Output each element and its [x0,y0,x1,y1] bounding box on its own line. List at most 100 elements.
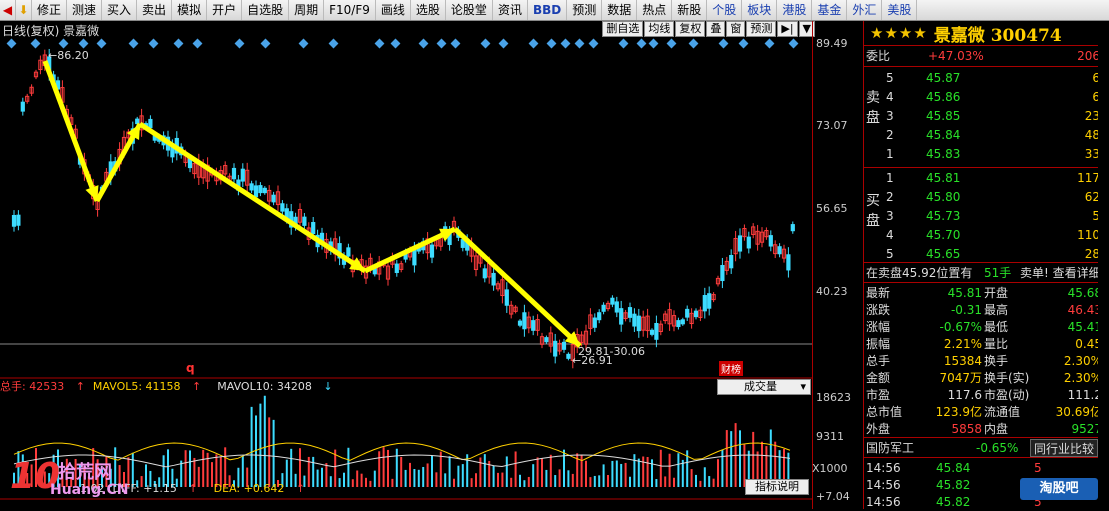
toolbar-hot[interactable]: 热点 [637,0,673,20]
forecast-button[interactable]: 预测 [746,21,777,37]
quote-row[interactable]: 涨跌 -0.31 最高 46.43 [864,301,1109,319]
toolbar-forum[interactable]: 论股堂 [446,0,493,20]
candle-body [425,238,430,254]
toolbar-ipo[interactable]: 新股 [672,0,708,20]
candle-body [16,214,21,226]
dropdown-icon[interactable]: ▼ [798,21,815,37]
weibi-value: +47.03% [928,49,984,63]
quote-row[interactable]: 市盈 117.6 市盈(动) 111.2 [864,386,1109,404]
indicator-select[interactable]: 成交量 ▾ [717,379,811,395]
quote-label: 外盘 [866,422,891,436]
candle-body [148,118,153,129]
buy-order-row[interactable]: 5 45.65 28 [864,245,1109,263]
tick-row[interactable]: 14:56 45.82 5 [864,493,1109,511]
price-axis: 89.49 73.07 56.65 40.23 18623 9311 +7.04 [812,21,862,509]
trade-status-detail[interactable]: 卖单! 查看详细 [1020,266,1101,280]
tick-row[interactable]: 14:56 45.84 5 [864,459,1109,477]
toolbar-bbd[interactable]: BBD [528,0,568,20]
buy-order-row[interactable]: 2 45.80 62 [864,188,1109,206]
toolbar-open-account[interactable]: 开户 [207,0,243,20]
order-price: 45.65 [926,247,961,261]
finance-marker[interactable]: 财榜 [719,361,743,376]
go-end-button[interactable]: ▶| [777,21,798,37]
ma-button[interactable]: 均线 [644,21,675,37]
quote-row[interactable]: 最新 45.81 开盘 45.68 [864,284,1109,302]
price-tick: 56.65 [816,202,848,215]
tab-sector[interactable]: 板块 [742,0,778,20]
sell-order-row[interactable]: 3 45.85 23 [864,107,1109,125]
back-arrow-icon[interactable]: ◀ [0,0,16,20]
tab-fund[interactable]: 基金 [812,0,848,20]
quote-row[interactable]: 涨幅 -0.67% 最低 45.41 [864,318,1109,336]
tab-forex[interactable]: 外汇 [847,0,883,20]
sell-order-row[interactable]: 4 45.86 6 [864,88,1109,106]
toolbar-screener[interactable]: 选股 [411,0,446,20]
candle-body [786,254,791,271]
tab-us[interactable]: 美股 [882,0,918,20]
indicator-help-button[interactable]: 指标说明 [745,479,809,495]
candle-body [385,265,391,280]
sell-order-row[interactable]: 5 45.87 6 [864,69,1109,87]
q-marker: q [186,361,195,375]
candle-body [751,226,756,235]
toolbar-watchlist[interactable]: 自选股 [242,0,290,20]
candle-body [663,313,668,322]
stock-header: ★★★★ 景嘉微 300474 [864,21,1109,46]
tab-hk[interactable]: 港股 [777,0,813,20]
order-price: 45.80 [926,190,961,204]
toolbar-draw[interactable]: 画线 [376,0,411,20]
total-volume: 总手: 42533 ↑ [0,380,85,393]
candle-body [240,168,245,182]
order-level: 1 [886,147,894,161]
candle-body [557,342,562,352]
quote-row[interactable]: 总市值 123.9亿 流通值 30.69亿 [864,403,1109,421]
candle-body [707,293,712,309]
toolbar-simulate[interactable]: 模拟 [172,0,208,20]
adjust-button[interactable]: 复权 [675,21,706,37]
toolbar-buy[interactable]: 买入 [102,0,138,20]
candle-body [645,315,650,332]
toolbar-speedtest[interactable]: 测速 [67,0,103,20]
sell-order-row[interactable]: 1 45.83 33 [864,145,1109,163]
order-price: 45.87 [926,71,961,85]
remove-watchlist-button[interactable]: 删自选 [602,21,644,37]
down-arrow-icon[interactable]: ⬇ [16,0,32,20]
quote-value: 111.2 [1067,388,1102,402]
toolbar-news[interactable]: 资讯 [493,0,528,20]
candle-body [742,228,747,238]
buy-order-row[interactable]: 3 45.73 5 [864,207,1109,225]
quote-row[interactable]: 总手 15384 换手 2.30% [864,352,1109,370]
window-button[interactable]: 窗 [726,21,746,37]
price-tick: 40.23 [816,285,848,298]
toolbar-data[interactable]: 数据 [602,0,638,20]
industry-compare-button[interactable]: 同行业比较 [1030,439,1099,457]
buy-order-row[interactable]: 1 45.81 117 [864,169,1109,187]
quote-row[interactable]: 外盘 5858 内盘 9527 [864,420,1109,438]
trade-status-row[interactable]: 在卖盘45.92位置有 51手 卖单! 查看详细 [864,264,1109,282]
order-level: 1 [886,171,894,185]
kline-chart[interactable] [0,21,812,509]
candle-body [755,230,760,245]
toolbar-forecast[interactable]: 预测 [567,0,603,20]
buy-order-row[interactable]: 4 45.70 110 [864,226,1109,244]
candle-body [231,167,237,180]
mavol10: MAVOL10: 34208 ↓ [217,379,333,393]
candle-body [267,189,272,202]
chart-button-group: 删自选 均线 复权 叠 窗 预测 ▶| ▼ [601,21,815,37]
quote-row[interactable]: 振幅 2.21% 量比 0.45 [864,335,1109,353]
candle-body [667,309,672,325]
tab-stock[interactable]: 个股 [707,0,743,20]
sector-name[interactable]: 国防军工 [866,441,915,455]
toolbar-period[interactable]: 周期 [289,0,325,20]
toolbar-sell[interactable]: 卖出 [137,0,173,20]
toolbar-f10[interactable]: F10/F9 [324,0,376,20]
mavol5-line [13,442,791,462]
sell-order-row[interactable]: 2 45.84 48 [864,126,1109,144]
candle-body [693,310,699,318]
quote-row[interactable]: 金额 7047万 换手(实) 2.30% [864,369,1109,387]
candle-body [535,319,540,331]
overlay-button[interactable]: 叠 [706,21,726,37]
tick-price: 45.82 [936,495,971,509]
toolbar-fix[interactable]: 修正 [32,0,68,20]
trend-arrow [453,227,582,348]
